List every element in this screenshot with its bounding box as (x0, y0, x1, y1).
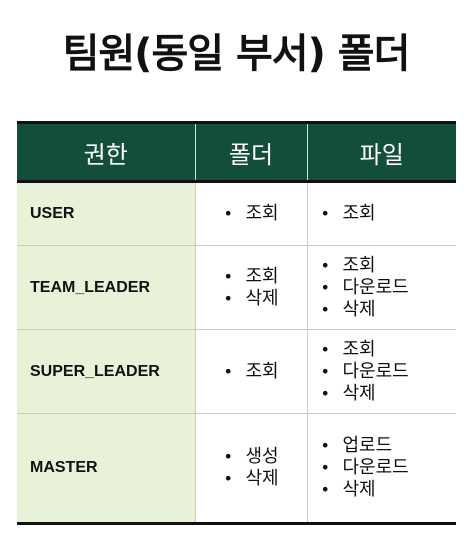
list-item: • 조회 (224, 266, 307, 288)
bullet-icon: • (223, 361, 233, 381)
permission-label: 삭제 (342, 382, 376, 404)
permission-label: 조회 (342, 254, 376, 276)
list-item: • 삭제 (321, 299, 457, 321)
permission-label: 조회 (245, 203, 279, 224)
list-item: • 조회 (321, 255, 457, 277)
role-cell: TEAM_LEADER (17, 245, 196, 330)
file-permissions-cell: • 조회 • 다운로드 • 삭제 (307, 245, 457, 330)
table-header-row: 권한 폴더 파일 (17, 122, 456, 183)
permission-label: 생성 (245, 446, 279, 467)
list-item: • 업로드 (321, 435, 457, 457)
list-item: • 삭제 (224, 468, 307, 490)
permission-list: • 업로드 • 다운로드 • 삭제 (308, 435, 457, 501)
permission-label: 업로드 (342, 435, 393, 456)
bullet-icon: • (320, 255, 330, 275)
list-item: • 다운로드 (321, 361, 457, 383)
list-item: • 생성 (224, 446, 307, 468)
permission-label: 조회 (245, 265, 279, 287)
header-file: 파일 (307, 122, 456, 183)
folder-permissions-cell: • 생성 • 삭제 (195, 413, 308, 524)
permission-list: • 조회 (196, 361, 307, 383)
file-permissions-cell: • 업로드 • 다운로드 • 삭제 (307, 414, 456, 524)
page-title: 팀원(동일 부서) 폴더 (62, 31, 411, 77)
permission-label: 삭제 (245, 468, 279, 489)
permission-label: 조회 (245, 360, 279, 382)
permission-list: • 조회 • 다운로드 • 삭제 (308, 339, 457, 405)
folder-permissions-cell: • 조회 • 삭제 (195, 245, 308, 330)
header-role: 권한 (17, 122, 196, 183)
folder-permissions-cell: • 조회 (195, 329, 308, 414)
permission-list: • 조회 (196, 203, 307, 225)
bullet-icon: • (223, 288, 233, 308)
role-cell: USER (17, 181, 196, 246)
bullet-icon: • (320, 383, 330, 403)
permission-label: 다운로드 (342, 360, 409, 382)
bullet-icon: • (223, 204, 233, 223)
role-cell: SUPER_LEADER (17, 329, 196, 414)
permission-label: 삭제 (245, 287, 279, 309)
bullet-icon: • (320, 299, 330, 319)
folder-permissions-cell: • 조회 (195, 181, 308, 246)
permission-table: 권한 폴더 파일 USER • 조회 • 조회 TEAM_LEADER (17, 121, 456, 525)
permission-label: 조회 (342, 338, 376, 360)
file-permissions-cell: • 조회 (307, 181, 457, 246)
table-row: USER • 조회 • 조회 (17, 181, 457, 246)
list-item: • 조회 (321, 339, 457, 361)
permission-list: • 생성 • 삭제 (196, 446, 307, 490)
bullet-icon: • (223, 266, 233, 286)
permission-label: 다운로드 (342, 276, 409, 298)
bullet-icon: • (223, 447, 233, 466)
bullet-icon: • (223, 469, 233, 488)
role-cell: MASTER (17, 413, 196, 524)
table-row: MASTER • 생성 • 삭제 • 업로드 • 다운로드 • 삭제 (17, 413, 456, 524)
list-item: • 조회 (224, 203, 307, 225)
list-item: • 다운로드 (321, 277, 457, 299)
file-permissions-cell: • 조회 • 다운로드 • 삭제 (307, 329, 457, 414)
list-item: • 삭제 (321, 479, 457, 501)
permission-list: • 조회 • 다운로드 • 삭제 (308, 255, 457, 321)
bullet-icon: • (320, 339, 330, 359)
bullet-icon: • (320, 277, 330, 297)
bullet-icon: • (320, 361, 330, 381)
bullet-icon: • (320, 436, 330, 455)
header-folder: 폴더 (195, 122, 308, 183)
list-item: • 조회 (224, 361, 307, 383)
list-item: • 삭제 (321, 383, 457, 405)
bullet-icon: • (320, 480, 330, 499)
permission-label: 다운로드 (342, 457, 409, 478)
table-row: TEAM_LEADER • 조회 • 삭제 • 조회 • 다운로드 • 삭제 (17, 245, 457, 330)
list-item: • 다운로드 (321, 457, 457, 479)
table-row: SUPER_LEADER • 조회 • 조회 • 다운로드 • 삭제 (17, 329, 457, 414)
permission-list: • 조회 • 삭제 (196, 266, 307, 310)
permission-label: 조회 (342, 203, 376, 224)
bullet-icon: • (320, 458, 330, 477)
bullet-icon: • (320, 204, 330, 223)
permission-list: • 조회 (308, 203, 457, 225)
permission-label: 삭제 (342, 298, 376, 320)
list-item: • 조회 (321, 203, 457, 225)
permission-label: 삭제 (342, 479, 376, 500)
list-item: • 삭제 (224, 288, 307, 310)
